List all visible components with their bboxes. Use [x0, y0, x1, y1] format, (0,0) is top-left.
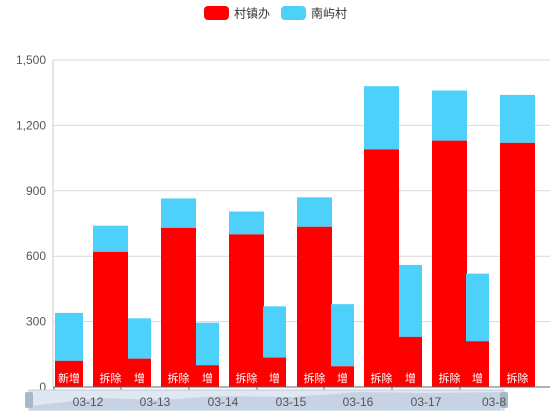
bar-nanyu[interactable] — [297, 197, 332, 227]
bar-label: 增 — [134, 371, 145, 385]
bar-nanyu[interactable] — [399, 264, 422, 337]
bar-label: 新增 — [58, 371, 80, 385]
bar-cunzhen[interactable] — [364, 149, 399, 387]
bar-nanyu[interactable] — [263, 306, 286, 358]
x-tick-label: 03-16 — [343, 395, 374, 409]
y-tick-label: 0 — [39, 380, 46, 394]
bar-series: 新增 拆除增拆除增拆除增拆除增拆除增拆除增拆除 — [55, 86, 535, 387]
bar-cunzhen[interactable] — [263, 357, 286, 387]
bar-label: 拆除 — [168, 371, 190, 385]
x-tick-label: 03-17 — [411, 395, 442, 409]
bar-cunzhen[interactable] — [93, 251, 128, 387]
y-tick-label: 1,200 — [16, 118, 46, 132]
zoom-handle-right[interactable] — [500, 392, 508, 408]
x-tick-label: 03-13 — [140, 395, 171, 409]
bar-nanyu[interactable] — [161, 198, 196, 228]
bar-cunzhen[interactable] — [432, 140, 467, 387]
x-tick-label: 03-8 — [482, 395, 506, 409]
y-tick-label: 300 — [26, 315, 46, 329]
bar-label: 增 — [405, 371, 416, 385]
y-tick-label: 900 — [26, 184, 46, 198]
bar-cunzhen[interactable] — [500, 142, 535, 387]
x-tick-label: 03-14 — [208, 395, 239, 409]
bar-label: 增 — [269, 371, 280, 385]
y-tick-label: 600 — [26, 249, 46, 263]
data-zoom-slider[interactable]: 03-12 03-13 03-14 03-15 03-16 03-17 03-8 — [25, 389, 508, 411]
zoom-preview — [30, 392, 500, 410]
bar-label: 拆除 — [304, 371, 326, 385]
legend-label: 村镇办 — [234, 6, 270, 21]
zoom-handle-left[interactable] — [25, 392, 33, 408]
legend-item[interactable]: 村镇办 — [204, 6, 270, 21]
bar-label: 拆除 — [236, 371, 258, 385]
bar-label: 拆除 — [507, 371, 529, 385]
bar-cunzhen[interactable] — [128, 358, 151, 387]
y-tick-label: 1,500 — [16, 53, 46, 67]
x-tick-label: 03-12 — [73, 395, 104, 409]
bar-nanyu[interactable] — [500, 94, 535, 143]
bar-nanyu[interactable] — [364, 86, 399, 150]
legend-label: 南屿村 — [311, 6, 347, 21]
bar-cunzhen[interactable] — [55, 360, 83, 387]
bar-cunzhen[interactable] — [399, 336, 422, 387]
legend[interactable]: 村镇办 南屿村 — [204, 6, 347, 21]
bar-label: 拆除 — [439, 371, 461, 385]
bar-nanyu[interactable] — [432, 90, 467, 141]
legend-swatch — [204, 6, 229, 20]
bar-cunzhen[interactable] — [229, 234, 264, 387]
bar-label: 增 — [202, 371, 213, 385]
bar-nanyu[interactable] — [229, 211, 264, 235]
bar-label: 拆除 — [100, 371, 122, 385]
bar-label: 增 — [472, 371, 483, 385]
bar-nanyu[interactable] — [55, 312, 83, 361]
bar-cunzhen[interactable] — [196, 365, 219, 387]
bar-nanyu[interactable] — [466, 273, 489, 342]
bar-nanyu[interactable] — [196, 322, 219, 366]
x-tick-label: 03-15 — [276, 395, 307, 409]
bar-nanyu[interactable] — [331, 304, 354, 367]
bar-nanyu[interactable] — [128, 318, 151, 359]
bar-label: 拆除 — [371, 371, 393, 385]
legend-item[interactable]: 南屿村 — [281, 6, 347, 21]
bar-cunzhen[interactable] — [161, 227, 196, 387]
bar-cunzhen[interactable] — [297, 226, 332, 387]
legend-swatch — [281, 6, 306, 20]
bar-cunzhen[interactable] — [331, 366, 354, 387]
bar-label: 增 — [337, 371, 348, 385]
bar-nanyu[interactable] — [93, 225, 128, 252]
y-axis: 0 300 600 900 1,200 1,500 — [16, 53, 46, 394]
bar-cunzhen[interactable] — [466, 341, 489, 387]
